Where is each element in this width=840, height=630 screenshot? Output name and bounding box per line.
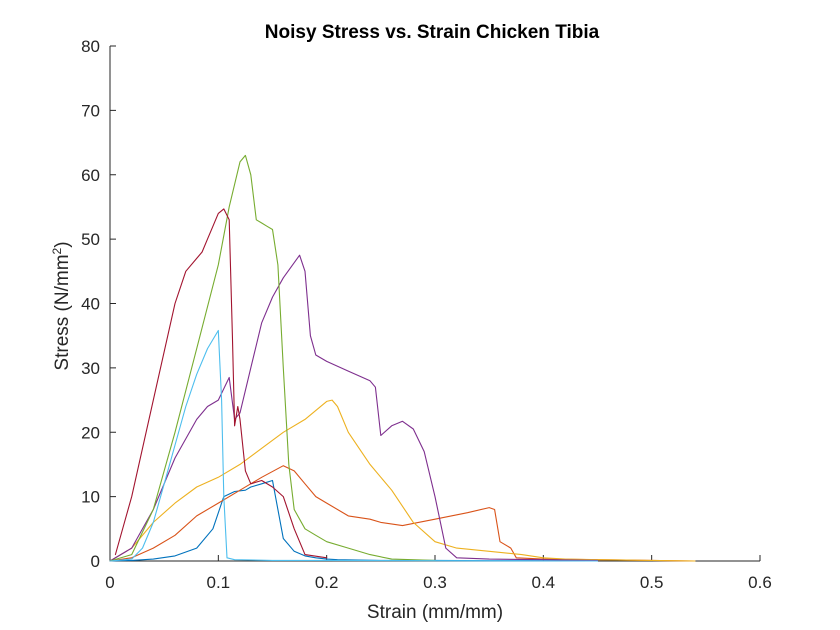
x-tick-label: 0.2 [315, 573, 339, 592]
y-axis-label-main: Stress (N/mm [52, 254, 73, 370]
series-line-series-2 [109, 465, 696, 562]
y-tick-label: 10 [81, 488, 100, 507]
x-tick-label: 0.3 [423, 573, 447, 592]
y-tick-label: 30 [81, 359, 100, 378]
x-tick-label: 0.4 [532, 573, 556, 592]
x-tick-label: 0.1 [207, 573, 231, 592]
y-tick-label: 50 [81, 230, 100, 249]
x-tick-label: 0.5 [640, 573, 664, 592]
y-axis-label-close: ) [52, 241, 73, 247]
y-axis-label: Stress (N/mm2) [50, 241, 73, 370]
series-group [109, 154, 696, 562]
series-line-series-7 [114, 208, 328, 559]
series-line-series-5 [109, 154, 436, 562]
x-tick-label: 0.6 [748, 573, 772, 592]
series-line-series-6 [109, 329, 599, 562]
y-axis-label-sup: 2 [50, 247, 64, 254]
chart-title: Noisy Stress vs. Strain Chicken Tibia [265, 22, 600, 43]
y-axis-ticks: 0 10 20 30 40 50 60 70 80 [81, 37, 116, 571]
y-tick-label: 20 [81, 423, 100, 442]
x-axis-ticks: 0 0.1 0.2 0.3 0.4 0.5 0.6 [105, 555, 772, 592]
y-tick-label: 80 [81, 37, 100, 56]
y-tick-label: 0 [91, 552, 100, 571]
series-line-series-4 [109, 254, 599, 562]
y-tick-label: 40 [81, 295, 100, 314]
series-line-series-1 [109, 479, 599, 562]
x-tick-label: 0 [105, 573, 114, 592]
x-axis-label: Strain (mm/mm) [367, 602, 503, 623]
series-line-series-3 [109, 399, 696, 562]
y-tick-label: 70 [81, 101, 100, 120]
y-tick-label: 60 [81, 166, 100, 185]
